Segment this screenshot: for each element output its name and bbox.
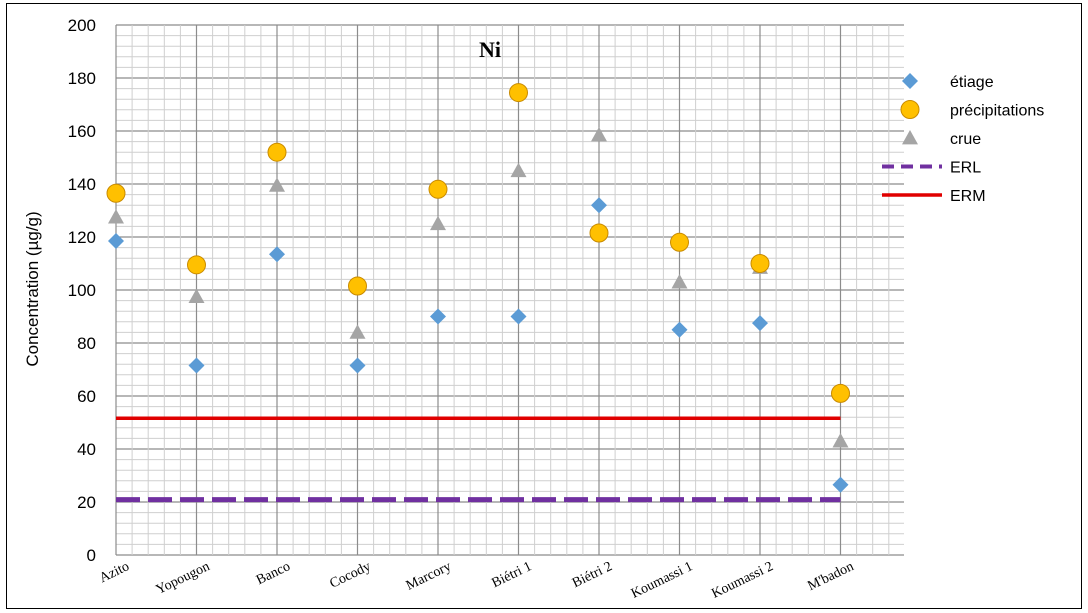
x-tick-label: Biétri 2 — [570, 559, 615, 591]
y-tick-label: 140 — [68, 175, 96, 194]
x-tick-label: Banco — [254, 559, 293, 588]
legend-label: étiage — [950, 74, 994, 91]
reference-lines — [116, 416, 841, 503]
point-diamond — [591, 197, 607, 214]
x-tick-label: Koumassi 1 — [629, 559, 695, 602]
point-diamond — [832, 476, 849, 493]
point-triangle — [430, 215, 446, 231]
point-circle — [267, 142, 287, 162]
x-tick-label: Yopougon — [154, 559, 212, 598]
x-tick-label: M'badon — [805, 559, 856, 594]
point-diamond — [108, 232, 124, 249]
y-tick-label: 200 — [68, 16, 96, 35]
y-tick-label: 60 — [77, 387, 96, 406]
point-circle — [428, 179, 448, 199]
point-diamond — [671, 321, 688, 338]
point-triangle — [591, 126, 607, 142]
y-tick-label: 20 — [77, 493, 96, 512]
y-axis-label: Concentration (µg/g) — [23, 211, 42, 366]
legend-label: ERM — [950, 188, 986, 205]
point-circle — [831, 383, 850, 403]
x-tick-label: Biétri 1 — [490, 559, 535, 591]
x-tick-label: Azito — [97, 559, 132, 586]
point-circle — [670, 232, 689, 252]
legend-marker-triangle — [902, 130, 918, 145]
grid-lines — [115, 24, 904, 556]
x-tick-label: Cocody — [328, 559, 374, 592]
point-diamond — [269, 246, 285, 263]
point-diamond — [430, 308, 446, 325]
legend-marker-circle — [900, 100, 920, 119]
point-triangle — [671, 274, 688, 289]
point-triangle — [269, 177, 285, 192]
point-diamond — [510, 308, 527, 325]
point-circle — [187, 255, 206, 275]
y-tick-label: 180 — [68, 69, 96, 88]
axes: 0 20 40 60 80 100 120 140 160 180 200 Azito Yopougon… — [68, 16, 857, 602]
point-triangle — [832, 433, 849, 448]
point-circle — [750, 254, 770, 273]
point-circle — [589, 223, 609, 243]
x-tick-label: Koumassi 2 — [709, 559, 775, 602]
y-tick-label: 160 — [68, 122, 96, 141]
chart-title: Ni — [479, 37, 501, 62]
legend-label: ERL — [950, 160, 981, 177]
point-triangle — [349, 324, 366, 339]
point-diamond — [188, 357, 205, 374]
point-triangle — [108, 209, 124, 224]
point-circle — [509, 83, 528, 103]
y-tick-label: 0 — [87, 546, 96, 565]
point-circle — [106, 183, 126, 203]
y-tick-label: 40 — [77, 440, 96, 459]
legend-marker-diamond — [902, 73, 918, 89]
legend-label: crue — [950, 131, 981, 148]
point-triangle — [510, 162, 527, 178]
y-tick-label: 80 — [77, 334, 96, 353]
point-diamond — [752, 315, 768, 332]
data-points — [106, 83, 850, 493]
legend: étiage précipitations crue ERL ERM — [882, 73, 1044, 205]
legend-label: précipitations — [950, 103, 1044, 120]
point-circle — [348, 276, 367, 296]
x-tick-label: Marcory — [404, 559, 454, 594]
point-diamond — [349, 357, 366, 374]
y-tick-label: 100 — [68, 281, 96, 300]
point-triangle — [188, 288, 205, 304]
y-tick-label: 120 — [68, 228, 96, 247]
